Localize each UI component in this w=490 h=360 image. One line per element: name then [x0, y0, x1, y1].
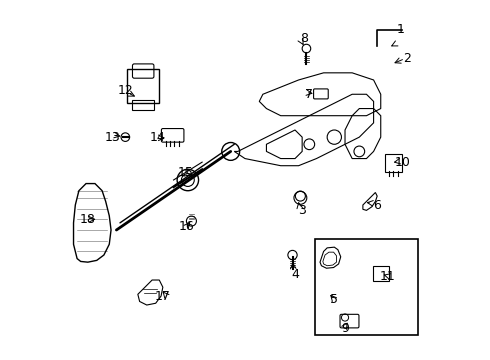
Text: 4: 4 [291, 268, 299, 281]
Bar [315, 239, 418, 336]
Text: 6: 6 [373, 198, 381, 212]
Text: 12: 12 [118, 84, 133, 97]
Text: 14: 14 [149, 131, 165, 144]
Text: 9: 9 [341, 322, 349, 335]
Text: 2: 2 [404, 52, 412, 65]
Text: 18: 18 [80, 213, 96, 226]
Text: 13: 13 [105, 131, 121, 144]
Text: 17: 17 [155, 289, 171, 303]
Text: 7: 7 [305, 88, 313, 101]
Text: 1: 1 [396, 23, 404, 36]
Text: 5: 5 [330, 293, 338, 306]
Text: 15: 15 [178, 166, 194, 179]
Text: 11: 11 [380, 270, 396, 283]
Text: 3: 3 [298, 204, 306, 217]
Text: 16: 16 [178, 220, 194, 233]
Text: 10: 10 [394, 156, 410, 168]
Text: 8: 8 [300, 32, 308, 45]
